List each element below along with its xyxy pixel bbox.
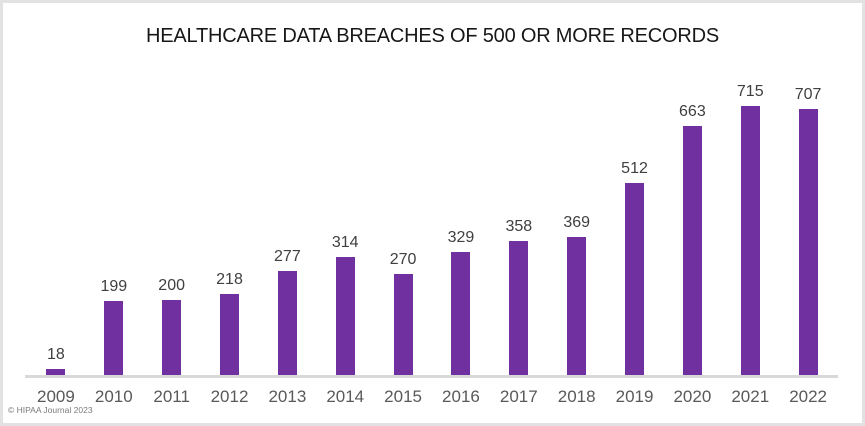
bar-value-label: 707 (794, 86, 822, 103)
bar (335, 257, 355, 376)
bar (740, 106, 760, 376)
x-axis-tick-label: 2010 (94, 387, 133, 406)
x-axis-tick-label: 2019 (615, 387, 654, 406)
x-axis-tick-label: 2009 (37, 387, 75, 406)
bar-column: 18 (27, 346, 85, 376)
bar-column: 512 (606, 160, 664, 376)
bar-column: 218 (201, 271, 259, 376)
x-axis-tick-label: 2020 (673, 387, 712, 406)
bar (567, 237, 587, 376)
bar-column: 200 (143, 277, 201, 376)
x-axis-tick-label: 2016 (442, 387, 480, 406)
bar-value-label: 358 (505, 218, 533, 235)
bar (46, 369, 66, 376)
bar-value-label: 18 (47, 346, 65, 363)
bar-value-label: 218 (216, 271, 243, 288)
bar-column: 329 (432, 229, 490, 376)
x-axis-tick-label: 2021 (731, 387, 770, 406)
bar-value-label: 314 (331, 234, 359, 251)
bar (277, 271, 297, 376)
x-axis-tick-label: 2018 (557, 387, 596, 406)
bar-value-label: 277 (274, 248, 301, 265)
bar (162, 300, 182, 376)
bar (220, 294, 239, 376)
bar (451, 252, 471, 376)
x-axis-tick-label: 2015 (384, 387, 422, 406)
x-axis-tick-label: 2017 (499, 387, 538, 406)
bar-value-label: 200 (158, 277, 185, 294)
chart-title: HEALTHCARE DATA BREACHES OF 500 OR MORE … (146, 25, 719, 47)
bar (682, 126, 702, 376)
x-axis-tick-label: 2012 (210, 387, 249, 406)
bar-column: 707 (779, 86, 837, 376)
plot-area: 18 199 200 218 277 314 270 329 358 369 512 663 715 70… (27, 73, 837, 376)
bar-value-label: 663 (679, 103, 706, 120)
bar (509, 241, 529, 376)
bar-value-label: 369 (563, 214, 591, 231)
x-axis-tick-label: 2013 (268, 387, 307, 406)
bar-column: 663 (663, 103, 721, 376)
bar-column: 715 (721, 83, 779, 376)
x-axis-tick-labels: 2009 2010 2011 2012 2013 2014 2015 2016 2017 2018… (27, 387, 837, 407)
bar (104, 301, 124, 376)
bar (798, 109, 818, 376)
bar-column: 270 (374, 251, 432, 376)
bar-value-label: 512 (621, 160, 648, 177)
bar-column: 314 (316, 234, 374, 376)
bar-value-label: 715 (736, 83, 764, 100)
x-axis-tick-label: 2011 (153, 387, 190, 406)
bar-value-label: 199 (100, 278, 128, 295)
x-axis-tick-label: 2022 (789, 387, 828, 406)
bar-value-label: 270 (389, 251, 417, 268)
bar-column: 199 (85, 278, 143, 376)
bar-column: 358 (490, 218, 548, 376)
x-axis-tick-label: 2014 (326, 387, 365, 406)
bar-column: 369 (548, 214, 606, 376)
bar-column: 277 (258, 248, 316, 376)
copyright-credit: © HIPAA Journal 2023 (8, 405, 93, 415)
bar-value-label: 329 (447, 229, 475, 246)
bar (625, 183, 645, 376)
x-axis-line (25, 375, 838, 378)
bar (393, 274, 413, 376)
